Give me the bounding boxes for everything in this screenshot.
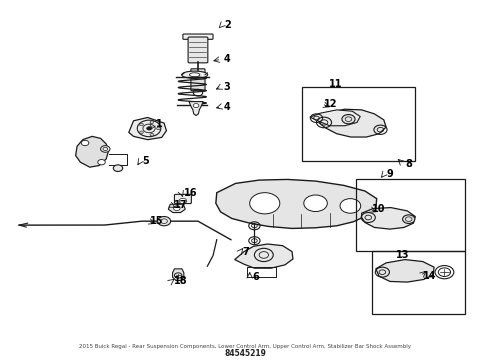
Text: 9: 9 <box>386 170 393 179</box>
Text: 14: 14 <box>423 271 436 281</box>
Circle shape <box>140 123 143 126</box>
Text: 4: 4 <box>224 54 231 64</box>
Text: 16: 16 <box>184 188 197 198</box>
Circle shape <box>179 198 187 204</box>
Bar <box>356 179 465 251</box>
Polygon shape <box>189 102 203 116</box>
Polygon shape <box>129 117 167 140</box>
Circle shape <box>157 127 160 130</box>
Circle shape <box>173 206 180 211</box>
Circle shape <box>147 127 151 130</box>
FancyBboxPatch shape <box>191 69 205 91</box>
Polygon shape <box>376 260 434 282</box>
Bar <box>372 251 465 314</box>
Circle shape <box>98 159 105 165</box>
Polygon shape <box>172 269 184 280</box>
Bar <box>302 87 416 161</box>
Text: 12: 12 <box>324 99 338 109</box>
Circle shape <box>140 131 143 134</box>
Circle shape <box>157 216 171 226</box>
Text: 1: 1 <box>156 119 162 129</box>
Circle shape <box>250 193 280 214</box>
Text: 2015 Buick Regal - Rear Suspension Components, Lower Control Arm, Upper Control : 2015 Buick Regal - Rear Suspension Compo… <box>79 344 411 349</box>
Text: 15: 15 <box>150 216 164 226</box>
Text: 10: 10 <box>372 204 386 214</box>
Circle shape <box>81 140 89 146</box>
Text: 4: 4 <box>224 102 231 112</box>
FancyBboxPatch shape <box>188 37 208 63</box>
Text: 17: 17 <box>173 200 187 210</box>
Circle shape <box>403 215 415 224</box>
Circle shape <box>113 165 122 171</box>
Text: 11: 11 <box>329 79 342 89</box>
Text: 3: 3 <box>224 82 231 92</box>
FancyBboxPatch shape <box>183 34 213 39</box>
Polygon shape <box>216 179 377 229</box>
Polygon shape <box>169 204 185 212</box>
Text: 6: 6 <box>252 272 259 282</box>
Text: 18: 18 <box>173 276 187 287</box>
Text: 84545219: 84545219 <box>224 349 266 358</box>
Circle shape <box>342 114 355 124</box>
Polygon shape <box>235 244 293 268</box>
Text: 13: 13 <box>395 250 409 260</box>
Text: 8: 8 <box>405 158 412 168</box>
Circle shape <box>193 104 199 108</box>
Text: 2: 2 <box>224 21 231 30</box>
Circle shape <box>150 134 154 136</box>
Polygon shape <box>318 109 386 137</box>
Circle shape <box>100 146 110 152</box>
Polygon shape <box>362 208 416 229</box>
Text: 7: 7 <box>243 247 249 257</box>
Circle shape <box>304 195 327 212</box>
Polygon shape <box>310 110 360 126</box>
FancyBboxPatch shape <box>174 194 192 204</box>
Ellipse shape <box>182 71 208 78</box>
Polygon shape <box>75 136 109 167</box>
Circle shape <box>340 199 361 213</box>
Ellipse shape <box>190 73 200 77</box>
Circle shape <box>150 121 154 123</box>
Text: 5: 5 <box>143 156 149 166</box>
